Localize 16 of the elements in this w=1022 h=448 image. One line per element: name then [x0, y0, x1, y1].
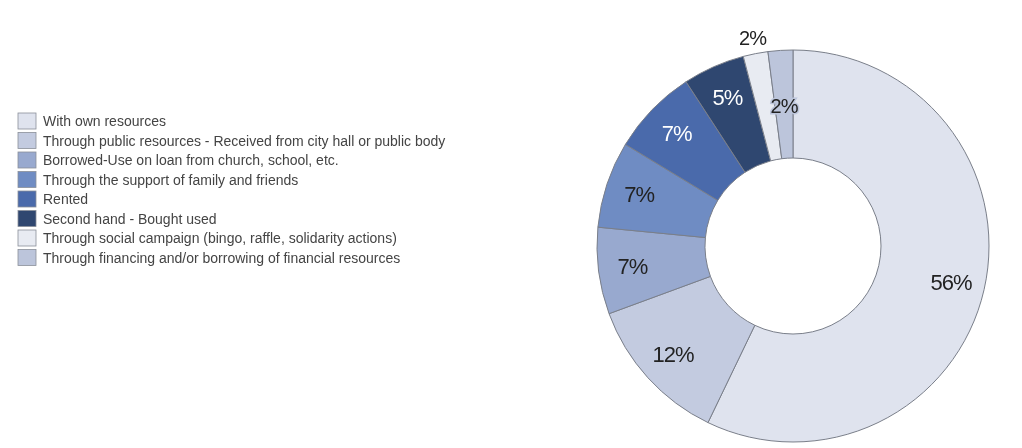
- data-label: 7%: [661, 120, 692, 146]
- legend-label: Through public resources - Received from city hall or public body: [43, 132, 446, 149]
- legend-label: Second hand - Bought used: [43, 210, 217, 227]
- data-label: 5%: [712, 85, 743, 111]
- data-label: 7%: [617, 254, 648, 280]
- legend-label: Through social campaign (bingo, raffle, solidarity actions): [43, 230, 397, 246]
- legend-label: With own resources: [43, 113, 166, 129]
- legend-label: Rented: [43, 191, 89, 207]
- data-label: 2%: [770, 95, 799, 118]
- data-label: 2%: [739, 26, 768, 49]
- legend-label: Through the support of family and friends: [43, 171, 299, 188]
- data-label: 7%: [624, 182, 655, 208]
- legend-label: Through financing and/or borrowing of financial resources: [43, 249, 401, 266]
- legend-label: Borrowed-Use on loan from church, school, etc.: [43, 152, 339, 168]
- data-label: 56%: [930, 269, 972, 295]
- data-label: 12%: [652, 342, 695, 368]
